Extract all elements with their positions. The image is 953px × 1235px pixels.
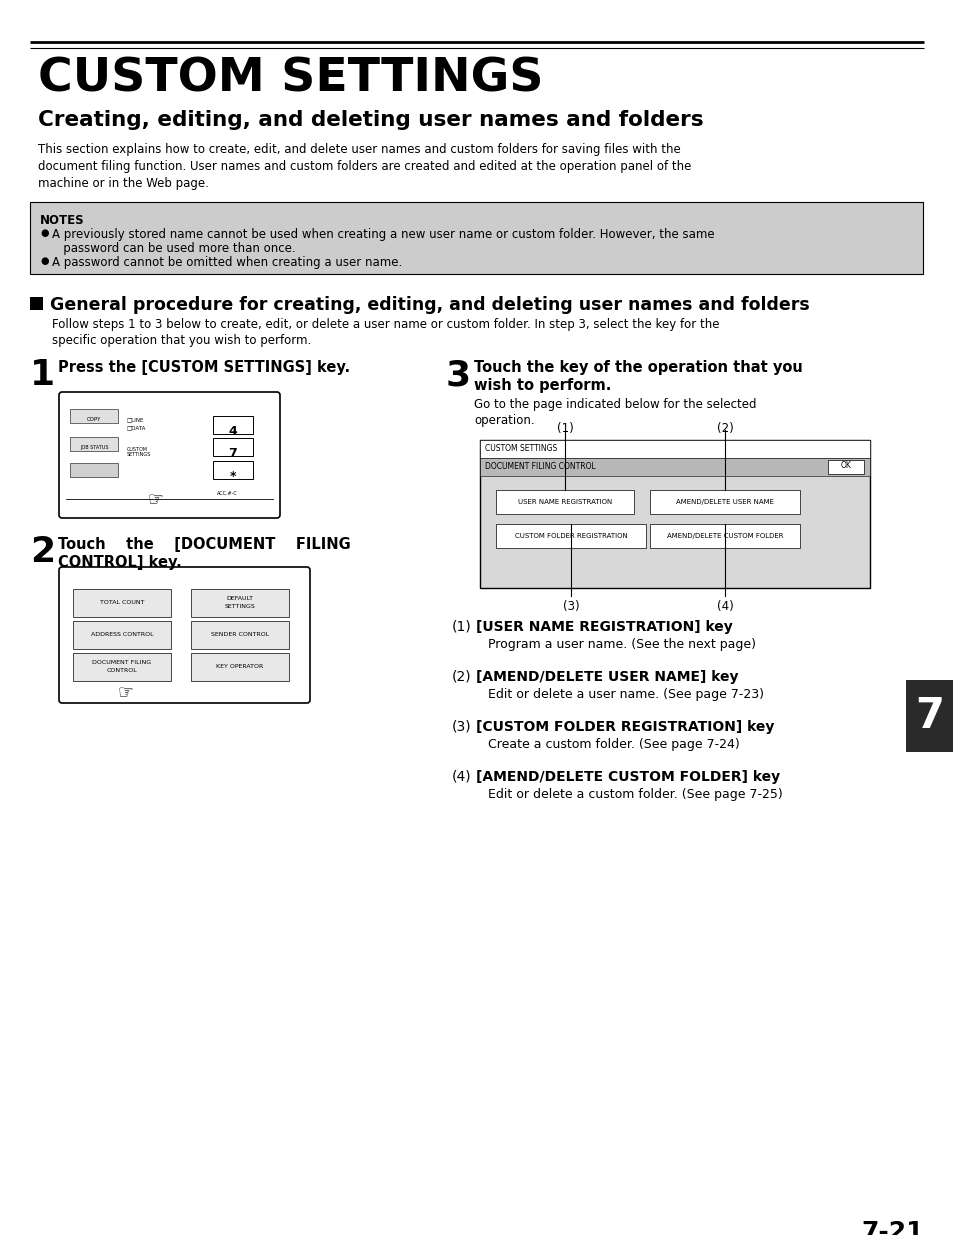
Bar — [30, 203, 923, 274]
Text: KEY OPERATOR: KEY OPERATOR — [216, 664, 263, 669]
FancyBboxPatch shape — [191, 621, 289, 650]
Text: 2: 2 — [30, 535, 55, 569]
Bar — [649, 490, 800, 514]
Text: 7: 7 — [229, 447, 237, 459]
FancyBboxPatch shape — [213, 438, 253, 456]
Text: (4): (4) — [716, 600, 733, 613]
Text: A password cannot be omitted when creating a user name.: A password cannot be omitted when creati… — [52, 256, 402, 269]
Text: *: * — [230, 471, 236, 483]
Text: USER NAME REGISTRATION: USER NAME REGISTRATION — [517, 499, 612, 505]
FancyBboxPatch shape — [59, 567, 310, 703]
Text: CUSTOM: CUSTOM — [127, 447, 148, 452]
Text: CUSTOM FOLDER REGISTRATION: CUSTOM FOLDER REGISTRATION — [514, 534, 627, 538]
Text: This section explains how to create, edit, and delete user names and custom fold: This section explains how to create, edi… — [38, 143, 680, 156]
Bar — [649, 524, 800, 548]
Text: (4): (4) — [452, 769, 471, 784]
Text: [AMEND/DELETE CUSTOM FOLDER] key: [AMEND/DELETE CUSTOM FOLDER] key — [476, 769, 780, 784]
Text: Touch    the    [DOCUMENT    FILING: Touch the [DOCUMENT FILING — [58, 537, 351, 552]
Text: 4: 4 — [229, 425, 237, 438]
Text: CUSTOM SETTINGS: CUSTOM SETTINGS — [484, 445, 557, 453]
Text: (1): (1) — [452, 620, 471, 634]
Text: General procedure for creating, editing, and deleting user names and folders: General procedure for creating, editing,… — [50, 296, 809, 314]
Text: operation.: operation. — [474, 414, 534, 427]
Text: DEFAULT: DEFAULT — [226, 597, 253, 601]
Text: Creating, editing, and deleting user names and folders: Creating, editing, and deleting user nam… — [38, 110, 703, 130]
Text: AMEND/DELETE USER NAME: AMEND/DELETE USER NAME — [676, 499, 773, 505]
Text: [USER NAME REGISTRATION] key: [USER NAME REGISTRATION] key — [476, 620, 732, 634]
Bar — [479, 440, 869, 458]
Text: (2): (2) — [716, 422, 733, 435]
Text: ☞: ☞ — [117, 683, 133, 701]
Text: CONTROL: CONTROL — [107, 668, 137, 673]
Text: Go to the page indicated below for the selected: Go to the page indicated below for the s… — [474, 398, 756, 411]
Text: 7-21: 7-21 — [861, 1220, 923, 1235]
Bar — [70, 437, 118, 451]
Text: CONTROL] key.: CONTROL] key. — [58, 555, 182, 571]
Text: ADDRESS CONTROL: ADDRESS CONTROL — [91, 632, 153, 637]
Bar — [479, 458, 869, 475]
Bar — [827, 459, 863, 474]
Text: 7: 7 — [915, 695, 943, 737]
FancyBboxPatch shape — [59, 391, 280, 517]
Bar — [70, 409, 118, 424]
FancyBboxPatch shape — [191, 589, 289, 618]
FancyBboxPatch shape — [213, 461, 253, 479]
Text: OK: OK — [840, 462, 850, 471]
Text: □LINE: □LINE — [127, 417, 144, 422]
Text: ●: ● — [40, 256, 49, 266]
Text: specific operation that you wish to perform.: specific operation that you wish to perf… — [52, 333, 311, 347]
Bar — [30, 296, 43, 310]
Text: 3: 3 — [446, 358, 471, 391]
Text: document filing function. User names and custom folders are created and edited a: document filing function. User names and… — [38, 161, 691, 173]
FancyBboxPatch shape — [73, 621, 171, 650]
Text: NOTES: NOTES — [40, 214, 85, 227]
Text: Follow steps 1 to 3 below to create, edit, or delete a user name or custom folde: Follow steps 1 to 3 below to create, edi… — [52, 317, 719, 331]
FancyBboxPatch shape — [73, 653, 171, 680]
Text: ☞: ☞ — [147, 490, 163, 508]
Text: COPY: COPY — [87, 417, 101, 422]
Text: SETTINGS: SETTINGS — [127, 452, 152, 457]
Text: machine or in the Web page.: machine or in the Web page. — [38, 177, 209, 190]
Text: wish to perform.: wish to perform. — [474, 378, 611, 393]
Text: ACC.#-C: ACC.#-C — [216, 492, 237, 496]
Text: AMEND/DELETE CUSTOM FOLDER: AMEND/DELETE CUSTOM FOLDER — [666, 534, 782, 538]
Text: (3): (3) — [562, 600, 578, 613]
Text: (3): (3) — [452, 720, 471, 734]
Text: SENDER CONTROL: SENDER CONTROL — [211, 632, 269, 637]
Text: (1): (1) — [556, 422, 573, 435]
Bar — [479, 440, 869, 588]
Text: Create a custom folder. (See page 7-24): Create a custom folder. (See page 7-24) — [488, 739, 739, 751]
Text: (2): (2) — [452, 671, 471, 684]
Bar — [905, 680, 953, 752]
Text: Edit or delete a user name. (See page 7-23): Edit or delete a user name. (See page 7-… — [488, 688, 763, 701]
FancyBboxPatch shape — [191, 653, 289, 680]
Text: JOB STATUS: JOB STATUS — [80, 445, 108, 450]
Text: □DATA: □DATA — [127, 425, 146, 430]
Text: ●: ● — [40, 228, 49, 238]
Text: [CUSTOM FOLDER REGISTRATION] key: [CUSTOM FOLDER REGISTRATION] key — [476, 720, 774, 734]
Text: A previously stored name cannot be used when creating a new user name or custom : A previously stored name cannot be used … — [52, 228, 714, 241]
FancyBboxPatch shape — [213, 416, 253, 433]
Text: password can be used more than once.: password can be used more than once. — [52, 242, 295, 254]
Text: 1: 1 — [30, 358, 55, 391]
Bar — [496, 524, 645, 548]
Bar — [70, 463, 118, 477]
Text: CUSTOM SETTINGS: CUSTOM SETTINGS — [38, 56, 543, 101]
Text: Press the [CUSTOM SETTINGS] key.: Press the [CUSTOM SETTINGS] key. — [58, 359, 350, 375]
Text: Edit or delete a custom folder. (See page 7-25): Edit or delete a custom folder. (See pag… — [488, 788, 781, 802]
Text: Touch the key of the operation that you: Touch the key of the operation that you — [474, 359, 801, 375]
Text: TOTAL COUNT: TOTAL COUNT — [100, 600, 144, 605]
FancyBboxPatch shape — [73, 589, 171, 618]
Bar — [496, 490, 634, 514]
Text: DOCUMENT FILING CONTROL: DOCUMENT FILING CONTROL — [484, 462, 595, 471]
Text: Program a user name. (See the next page): Program a user name. (See the next page) — [488, 638, 755, 651]
Text: DOCUMENT FILING: DOCUMENT FILING — [92, 661, 152, 666]
Text: SETTINGS: SETTINGS — [224, 604, 255, 610]
Text: [AMEND/DELETE USER NAME] key: [AMEND/DELETE USER NAME] key — [476, 671, 738, 684]
